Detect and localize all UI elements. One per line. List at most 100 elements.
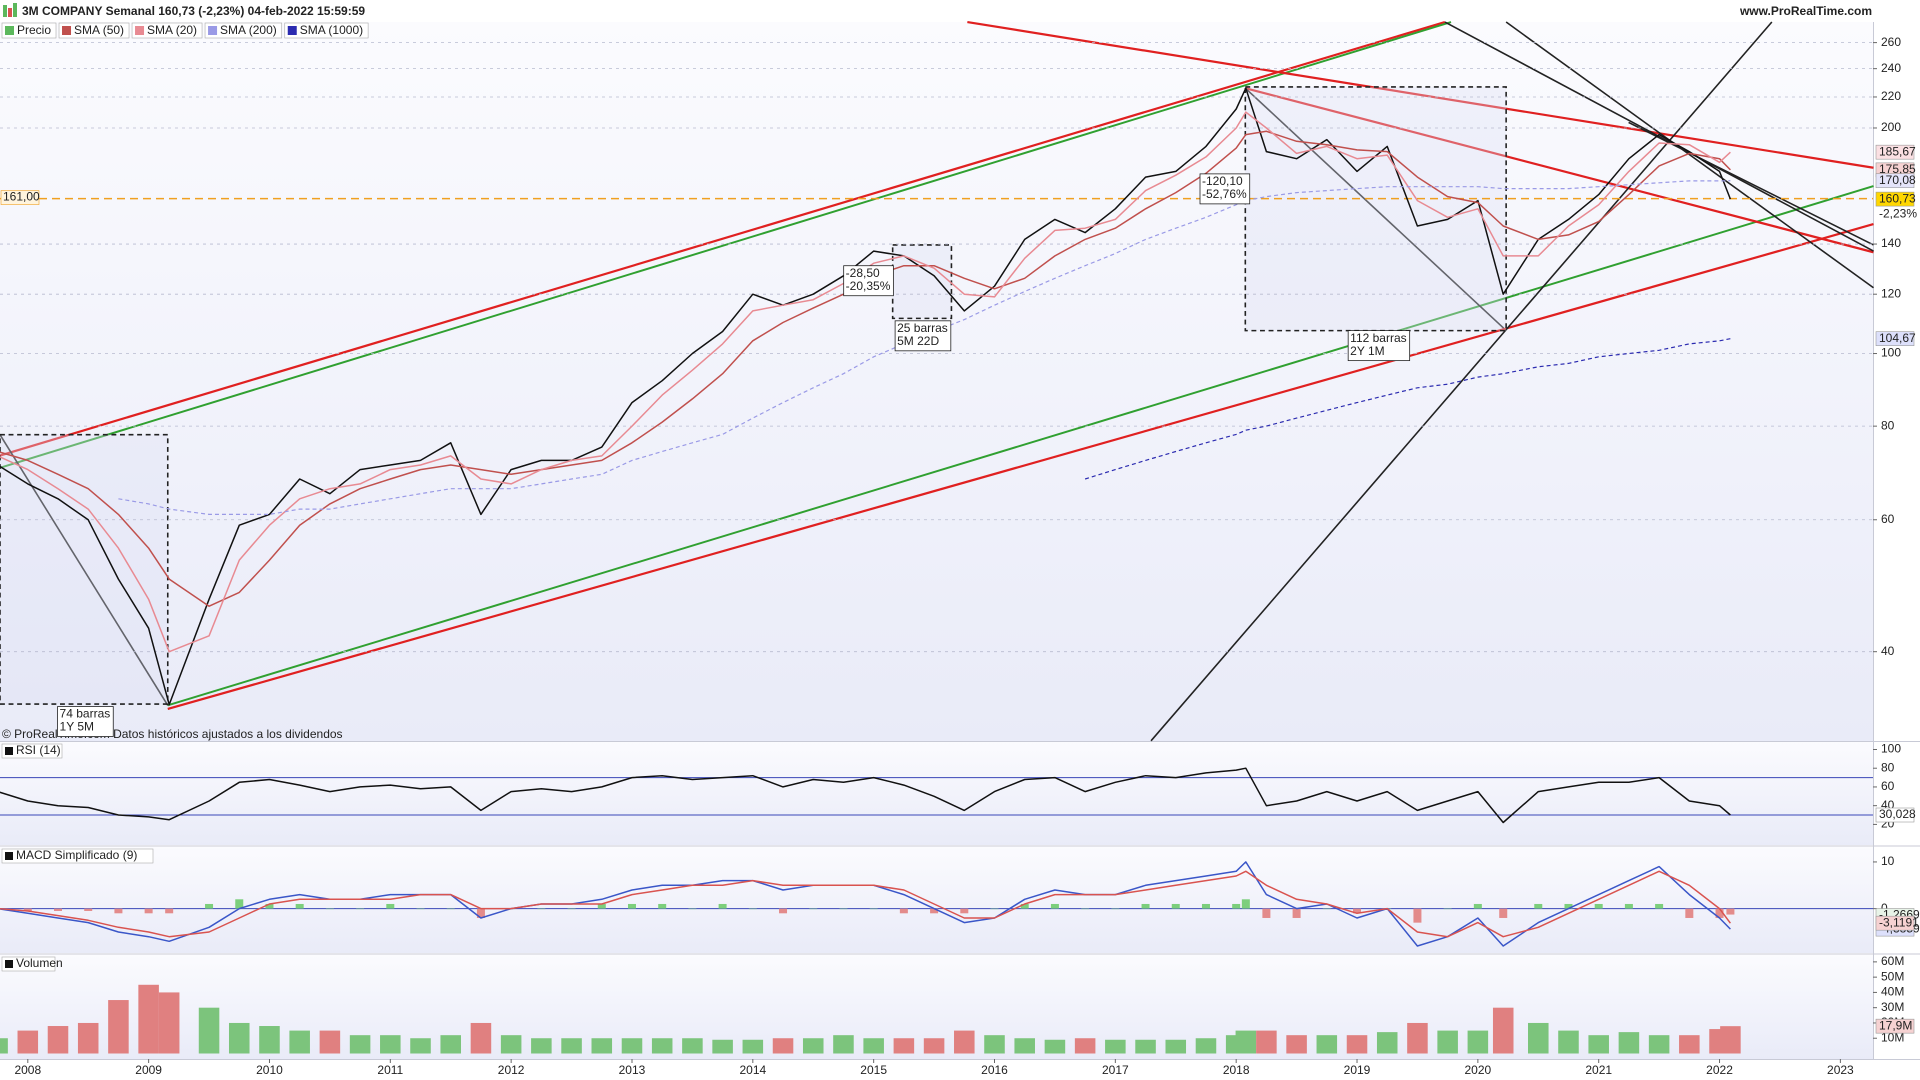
histogram-bar — [205, 903, 214, 909]
volume-bar — [410, 1038, 431, 1054]
histogram-bar — [1232, 903, 1241, 909]
volume-bar — [1044, 1039, 1066, 1054]
x-tick-label: 2015 — [860, 1063, 887, 1077]
trend-line — [1505, 21, 1874, 289]
annotation-box — [1199, 173, 1251, 205]
value-tag-label: -3,1191 — [1879, 915, 1919, 929]
x-tick-label: 2012 — [498, 1063, 525, 1077]
volume-bar — [1679, 1035, 1700, 1054]
histogram-bar — [1050, 903, 1059, 909]
annotation-box — [57, 706, 114, 737]
legend-label: SMA (1000) — [300, 23, 363, 37]
annotation-text: 1Y 5M — [60, 720, 94, 734]
histogram-bar — [597, 903, 606, 909]
volume-bar — [289, 1030, 310, 1054]
footnote: © ProRealTime.com Datos históricos ajust… — [2, 727, 343, 741]
histogram-bar — [165, 908, 174, 914]
histogram-bar — [84, 908, 93, 911]
volume-bar — [1648, 1035, 1670, 1054]
x-tick-label: 2018 — [1223, 1063, 1250, 1077]
legend-label: Precio — [17, 23, 51, 37]
y-tick-label: 260 — [1881, 35, 1901, 49]
y-tick-label: 10M — [1881, 1030, 1904, 1044]
volume-bar — [954, 1030, 975, 1054]
histogram-bar — [779, 908, 788, 914]
legend-swatch — [287, 26, 297, 35]
legend-box — [58, 22, 130, 39]
header-site: www.ProRealTime.com — [1739, 4, 1872, 18]
histogram-bar — [1413, 908, 1422, 923]
legend-swatch — [135, 26, 145, 35]
annotation-box — [894, 320, 952, 352]
volume-bar — [228, 1022, 250, 1054]
annotation-text: -52,76% — [1202, 187, 1247, 201]
histogram-bar — [1726, 908, 1735, 915]
histogram-bar — [899, 908, 908, 914]
panel-title-icon — [5, 852, 13, 860]
volume-bar — [158, 992, 180, 1054]
histogram-bar — [325, 908, 334, 910]
volume-bar — [470, 1022, 492, 1054]
histogram-bar — [1715, 908, 1724, 918]
x-tick-label: 2009 — [135, 1063, 162, 1077]
value-tag: 17,9M — [1875, 1018, 1915, 1034]
volume-bar — [198, 1007, 220, 1054]
histogram-bar — [1443, 908, 1452, 910]
x-tick-label: 2008 — [14, 1063, 41, 1077]
y-tick-label: 30M — [1881, 1000, 1904, 1014]
value-tag: 170,08 — [1875, 173, 1916, 189]
annotation-text: 2Y 1M — [1350, 344, 1384, 358]
trend-line — [0, 434, 169, 706]
value-tag-label: 30,028 — [1879, 807, 1916, 821]
volume-bar — [1528, 1022, 1549, 1054]
series-line — [0, 111, 1731, 653]
trend-line — [167, 185, 1874, 707]
histogram-bar — [627, 903, 636, 909]
legend-box — [1, 22, 57, 39]
value-tag: 104,67 — [1875, 331, 1916, 346]
value-tag-box — [1875, 807, 1915, 823]
volume-bar — [1346, 1035, 1368, 1054]
volume-bar — [772, 1038, 794, 1054]
value-tag-label: 175,85 — [1879, 162, 1916, 176]
trend-line — [0, 21, 1452, 469]
volume-bar — [1376, 1032, 1398, 1054]
y-tick-label: 140 — [1881, 236, 1901, 250]
y-tick-label: 40 — [1881, 644, 1895, 658]
value-tag: 185,67 — [1875, 144, 1916, 160]
legend-box — [131, 22, 203, 39]
histogram-bar — [1473, 903, 1482, 909]
histogram-bar — [1353, 908, 1362, 914]
trend-line — [0, 20, 1446, 457]
volume-bar — [893, 1038, 915, 1054]
annotation-text: 74 barras — [60, 707, 111, 721]
legend-box — [284, 22, 369, 39]
histogram-bar — [1534, 903, 1543, 909]
volume-bar — [984, 1035, 1005, 1054]
annotation-text: 5M 22D — [897, 334, 939, 348]
value-tag-label: 17,9M — [1879, 1018, 1912, 1032]
histogram-bar — [990, 908, 999, 910]
value-tag-label: 104,67 — [1879, 331, 1916, 345]
y-tick-label: 100 — [1881, 346, 1901, 360]
y-tick-label: 220 — [1881, 89, 1901, 103]
panel-title-icon — [5, 960, 13, 968]
histogram-bar — [688, 908, 697, 910]
volume-bar — [682, 1038, 703, 1054]
volume-bar — [138, 984, 159, 1054]
histogram-bar — [356, 908, 365, 910]
legend-label: SMA (200) — [220, 23, 277, 37]
x-tick-label: 2014 — [739, 1063, 766, 1077]
y-tick-label: 50M — [1881, 969, 1904, 983]
volume-bar — [1286, 1035, 1307, 1054]
histogram-bar — [1564, 903, 1573, 909]
x-tick-label: 2010 — [256, 1063, 283, 1077]
panel-title-box — [1, 956, 56, 972]
y-tick-label: 60M — [1881, 954, 1904, 968]
histogram-bar — [1499, 908, 1508, 918]
histogram-bar — [930, 908, 939, 914]
x-tick-label: 2017 — [1102, 1063, 1129, 1077]
value-tag: -3,1191 — [1875, 915, 1919, 931]
volume-bar — [77, 1022, 99, 1054]
